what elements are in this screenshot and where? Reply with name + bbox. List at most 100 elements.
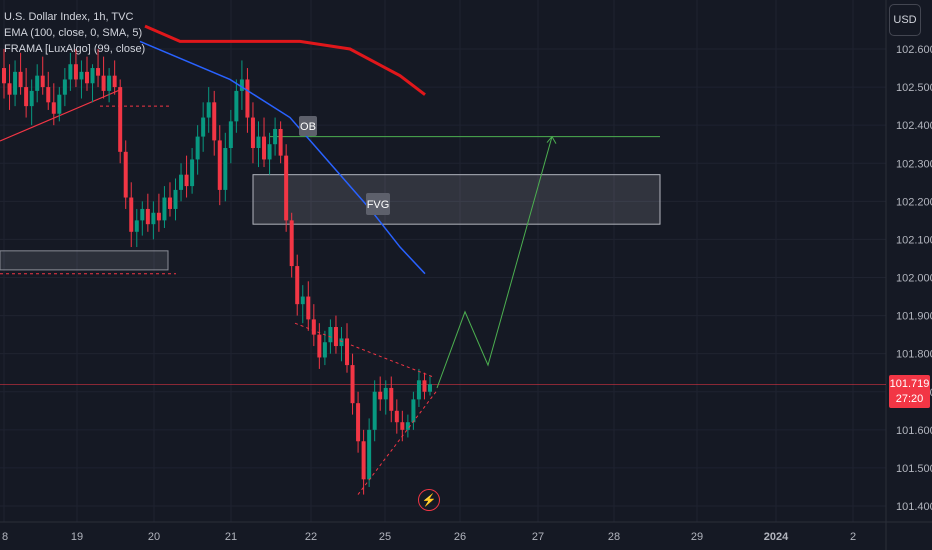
y-tick-label-10: 101.600 — [896, 425, 932, 437]
candle-body-35 — [195, 136, 200, 160]
candle-body-22 — [123, 151, 128, 198]
candle-body-34 — [190, 159, 195, 187]
candle-body-5 — [29, 90, 34, 107]
candle-body-67 — [372, 391, 377, 430]
candle-body-72 — [400, 422, 405, 430]
candle-body-28 — [156, 212, 161, 221]
candle-body-11 — [62, 79, 67, 95]
candle-body-7 — [40, 75, 45, 88]
frama-line — [144, 24, 426, 96]
candle-body-4 — [24, 87, 29, 107]
symbol-title[interactable]: U.S. Dollar Index, 1h, TVC — [4, 11, 134, 23]
ob-label: OB — [299, 116, 317, 136]
candle-body-32 — [179, 174, 184, 190]
candle-body-21 — [118, 87, 123, 152]
candle-body-69 — [383, 387, 388, 400]
candle-body-26 — [145, 208, 150, 225]
x-tick-label-8: 28 — [608, 531, 620, 543]
candle-body-46 — [256, 136, 261, 149]
x-tick-label-11: 2 — [850, 531, 856, 543]
candle-body-31 — [173, 189, 178, 209]
candle-body-71 — [394, 410, 399, 423]
candle-body-73 — [405, 422, 410, 430]
candle-body-56 — [311, 319, 316, 335]
candle-body-55 — [306, 296, 311, 320]
candle-body-58 — [322, 342, 327, 358]
candle-body-40 — [223, 148, 228, 190]
candle-body-51 — [284, 155, 289, 221]
y-tick-label-11: 101.500 — [896, 463, 932, 475]
candle-body-14 — [79, 71, 84, 80]
y-tick-label-4: 102.200 — [896, 196, 932, 208]
candle-body-8 — [46, 87, 51, 103]
chart-legend: U.S. Dollar Index, 1h, TVC EMA (100, clo… — [4, 9, 145, 57]
candle-body-10 — [57, 94, 62, 114]
candle-body-74 — [411, 399, 416, 423]
projection-path — [436, 136, 553, 389]
candle-body-53 — [295, 266, 300, 305]
candle-body-38 — [212, 102, 217, 141]
y-tick-label-2: 102.400 — [896, 120, 932, 132]
upper-left-trendline — [0, 88, 123, 142]
candle-body-20 — [112, 75, 117, 88]
ema-line — [139, 40, 426, 275]
candle-body-49 — [273, 128, 278, 145]
candle-body-47 — [262, 136, 267, 160]
candle-body-19 — [107, 75, 112, 91]
y-tick-label-6: 102.000 — [896, 273, 932, 285]
frama-indicator-label[interactable]: FRAMA [LuxAlgo] (99, close) — [4, 43, 146, 55]
last-price-tag: 101.719 27:20 — [889, 375, 930, 408]
fvg-zone — [252, 174, 661, 225]
currency-button[interactable]: USD — [889, 4, 921, 36]
candle-body-61 — [339, 338, 344, 347]
candle-body-44 — [245, 79, 250, 118]
y-tick-label-8: 101.800 — [896, 349, 932, 361]
candle-body-33 — [184, 174, 189, 187]
candle-body-77 — [428, 384, 432, 392]
candle-body-16 — [90, 68, 95, 84]
left-zone-box — [0, 250, 169, 271]
candle-body-75 — [416, 380, 421, 400]
candle-body-48 — [267, 144, 272, 160]
ob-label-bg — [299, 116, 317, 136]
candle-body-24 — [134, 220, 139, 232]
ema-indicator-label[interactable]: EMA (100, close, 0, SMA, 5) — [4, 27, 143, 39]
candle-body-39 — [217, 140, 222, 190]
candle-body-70 — [389, 387, 394, 411]
x-tick-label-3: 21 — [225, 531, 237, 543]
candle-body-27 — [151, 212, 156, 225]
candle-body-45 — [250, 117, 255, 149]
y-tick-label-7: 101.900 — [896, 311, 932, 323]
x-tick-label-9: 29 — [691, 531, 703, 543]
x-tick-label-4: 22 — [305, 531, 317, 543]
candle-body-59 — [328, 327, 333, 343]
candle-body-76 — [422, 380, 427, 392]
y-tick-label-12: 101.400 — [896, 501, 932, 513]
candle-body-54 — [300, 296, 305, 305]
candle-body-9 — [51, 102, 56, 114]
bar-countdown: 27:20 — [895, 393, 924, 405]
candle-body-42 — [234, 90, 239, 122]
lightning-icon[interactable]: ⚡ — [418, 489, 440, 511]
candle-body-68 — [378, 391, 383, 400]
x-tick-label-10: 2024 — [764, 531, 789, 543]
candle-body-29 — [162, 197, 167, 221]
candle-body-50 — [278, 128, 283, 156]
candle-body-63 — [350, 365, 355, 404]
candle-body-57 — [317, 334, 322, 358]
candle-body-23 — [129, 197, 134, 232]
candle-body-60 — [333, 327, 338, 347]
candle-body-66 — [367, 429, 372, 480]
candle-body-3 — [18, 71, 23, 88]
fvg-label-bg — [366, 193, 390, 215]
y-tick-label-0: 102.600 — [896, 44, 932, 56]
candle-body-6 — [35, 75, 40, 91]
fvg-label: FVG — [366, 193, 390, 215]
x-tick-label-5: 25 — [379, 531, 391, 543]
candle-body-37 — [206, 102, 211, 118]
candle-body-1 — [7, 83, 12, 95]
y-tick-label-5: 102.100 — [896, 234, 932, 246]
candle-body-25 — [140, 208, 145, 221]
